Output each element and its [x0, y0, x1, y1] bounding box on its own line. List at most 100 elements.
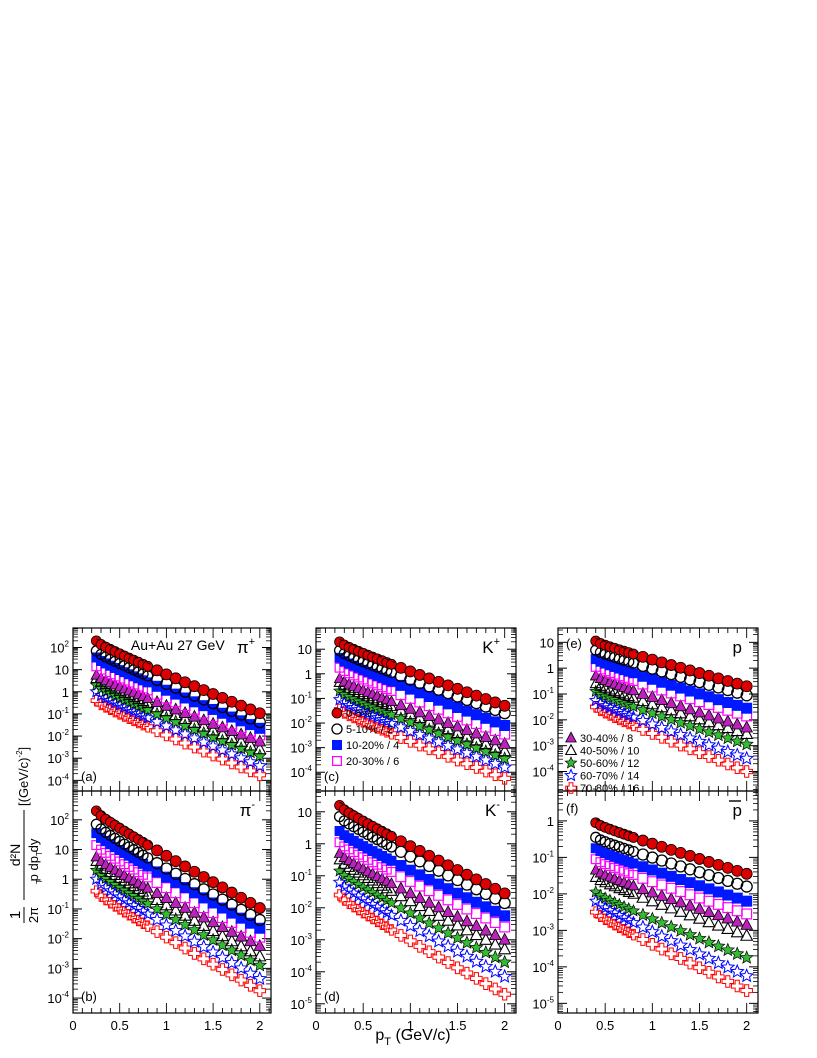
data-point	[422, 714, 436, 727]
data-point	[395, 679, 407, 691]
data-point	[731, 699, 743, 711]
data-point	[740, 917, 754, 930]
y-tick-label: 1	[305, 837, 312, 852]
data-point	[684, 877, 696, 889]
data-point	[225, 756, 239, 770]
data-point	[701, 934, 717, 949]
data-point	[186, 933, 202, 948]
data-point	[158, 718, 174, 733]
data-point	[216, 881, 229, 894]
data-point	[127, 911, 140, 924]
series-10-20-4	[590, 843, 753, 907]
y-title-den1: 2π	[26, 907, 41, 923]
data-point	[460, 966, 474, 980]
data-point	[618, 923, 630, 936]
panel-d: 10-5 10-4 10-3 10-2 10-1 1 10 0 0.5 1 1.5 2 (d) K-	[290, 790, 517, 1033]
data-point	[702, 708, 716, 721]
data-point	[469, 726, 483, 739]
data-point	[730, 924, 744, 938]
data-point	[497, 968, 513, 983]
data-point	[636, 693, 650, 707]
y-title-sub2: T	[35, 851, 44, 856]
data-point	[664, 947, 678, 961]
x-tick-label: 0.5	[596, 1018, 614, 1033]
data-point	[664, 734, 678, 748]
data-point	[488, 740, 502, 753]
data-point	[207, 876, 219, 889]
data-point	[469, 732, 484, 746]
y-tick-label: 1	[547, 814, 554, 829]
data-point	[205, 738, 221, 753]
data-point	[188, 887, 200, 899]
data-point	[253, 913, 266, 927]
data-point	[480, 712, 492, 724]
data-point	[655, 731, 669, 744]
data-point	[675, 886, 687, 898]
data-point	[343, 897, 355, 910]
data-point	[252, 970, 268, 986]
data-point	[150, 886, 164, 899]
panel-e: 10-4 10-3 10-2 10-1 1 10 (e) p	[532, 627, 759, 792]
series-10-20-4	[91, 828, 266, 934]
data-point	[664, 900, 678, 914]
y-tick-label: 10	[540, 635, 554, 650]
data-point	[403, 701, 417, 714]
data-point	[207, 897, 219, 909]
data-point	[441, 721, 455, 735]
data-point	[498, 932, 512, 945]
data-point	[384, 716, 399, 730]
data-point	[731, 892, 743, 904]
data-point	[489, 716, 501, 728]
panel-b: 10-4 10-3 10-2 10-1 1 10 102 0 0.5 1 1.5 2 (b) π-	[47, 790, 272, 1033]
data-point	[188, 740, 201, 754]
data-point	[459, 948, 475, 963]
data-point	[394, 929, 408, 942]
data-point	[187, 913, 202, 926]
x-tick-label: 0	[554, 1018, 561, 1033]
y-title-one: 1	[7, 911, 24, 919]
data-point	[385, 924, 398, 936]
data-point	[499, 719, 511, 731]
y-axis-fraction: 1 2π d²N p dp dyT T [(GeV/c)-2]	[7, 747, 44, 923]
chart-title: Au+Au 27 GeV	[131, 637, 225, 653]
legend-marker	[564, 756, 578, 769]
x-tick-label: 0	[69, 1018, 76, 1033]
series-50-60-12	[89, 863, 267, 972]
data-point	[451, 961, 464, 975]
data-point	[178, 941, 192, 955]
data-point	[487, 963, 503, 978]
data-point	[141, 896, 155, 910]
data-point	[235, 715, 247, 727]
data-point	[432, 746, 445, 759]
x-tick-label: 2	[743, 1018, 750, 1033]
data-point	[665, 882, 677, 894]
data-point	[674, 952, 687, 965]
data-point	[381, 921, 393, 933]
data-point	[451, 753, 464, 767]
data-point	[497, 941, 512, 955]
data-point	[216, 752, 229, 766]
y-tick-label: 10-3	[290, 740, 312, 756]
series-50-60-12	[589, 885, 754, 964]
data-point	[739, 736, 754, 751]
data-point	[90, 850, 103, 862]
data-point	[729, 747, 745, 762]
data-point	[626, 709, 641, 724]
fit-line	[339, 638, 397, 664]
data-point	[692, 911, 707, 924]
data-point	[479, 977, 493, 990]
data-point	[168, 722, 184, 737]
data-point	[646, 938, 659, 951]
data-point	[253, 768, 267, 782]
data-point	[242, 754, 258, 769]
data-point	[412, 923, 428, 938]
data-point	[215, 726, 230, 740]
data-point	[422, 915, 437, 930]
y-axis-title: 1 2π d²N p dp dyT T [(GeV/c)-2]	[7, 747, 44, 923]
data-point	[684, 889, 696, 901]
data-point	[730, 979, 744, 993]
data-point	[206, 957, 220, 971]
data-point	[178, 872, 192, 886]
y-tick-label: 1	[305, 667, 312, 682]
